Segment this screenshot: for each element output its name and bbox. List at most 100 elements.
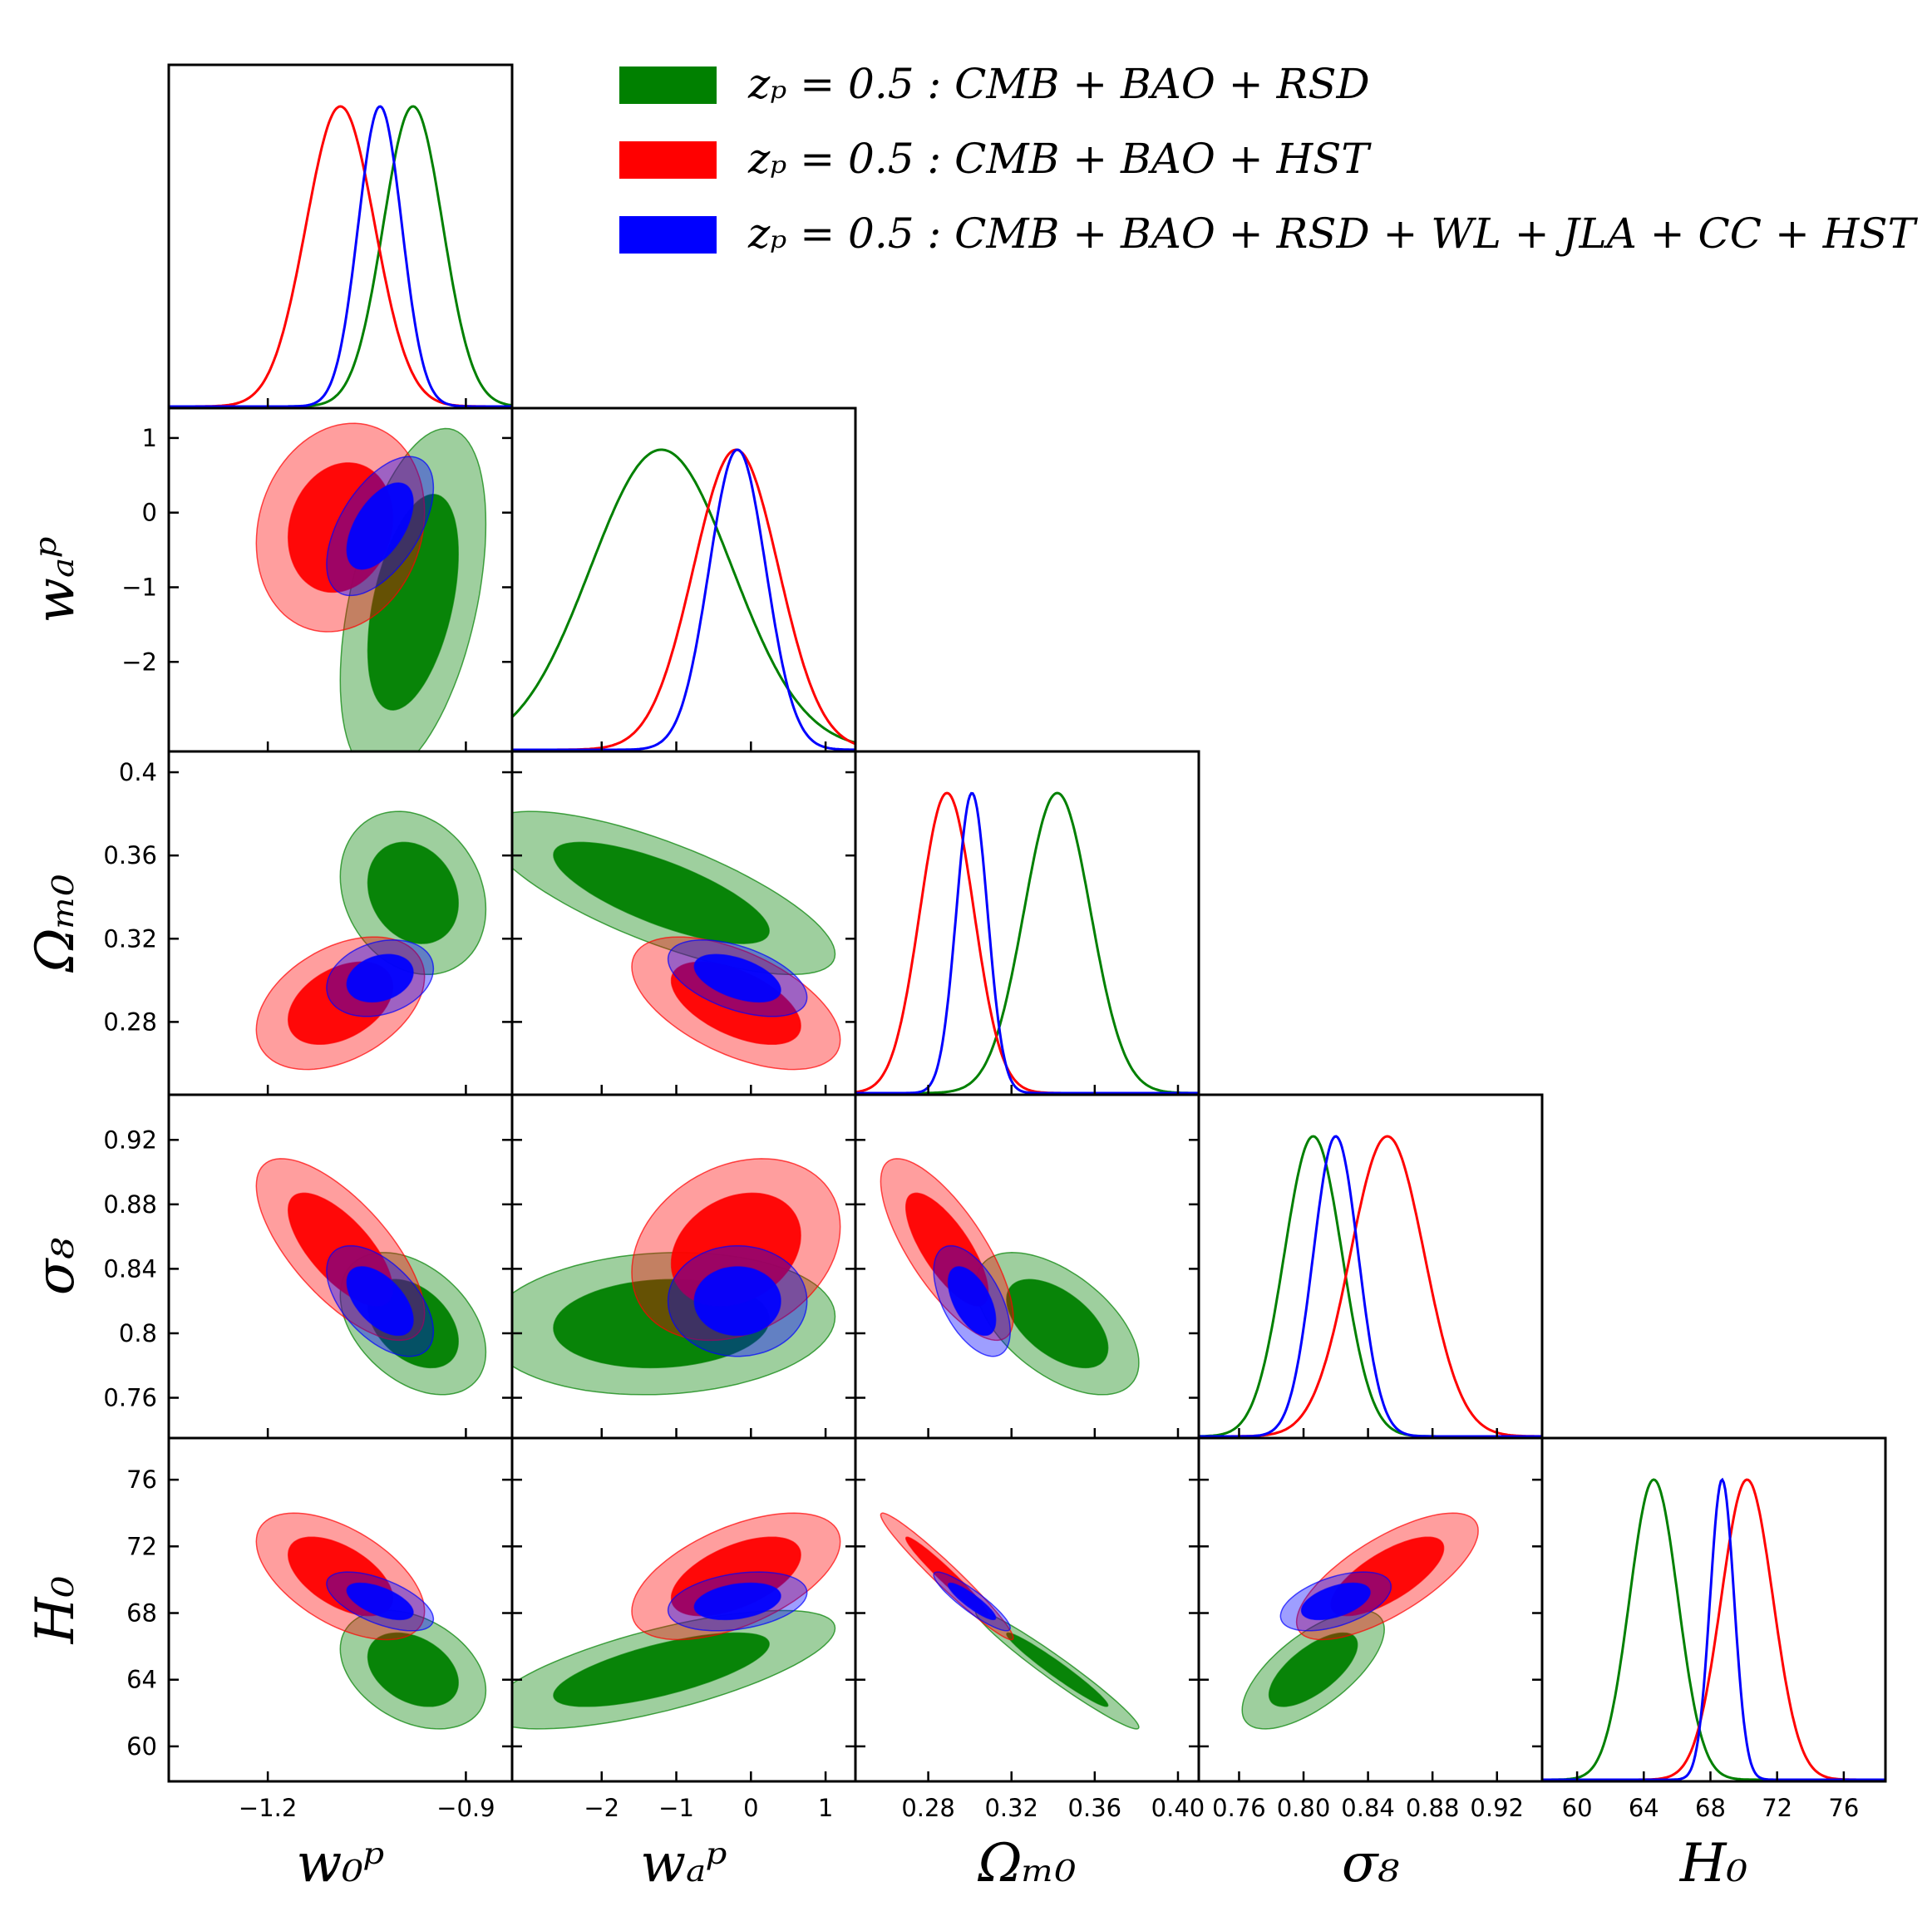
panel-frame xyxy=(167,63,514,410)
posterior-curve-cmb-bao-rsd-Om xyxy=(855,791,1199,1095)
y-axis-label-H0: H₀ xyxy=(25,1576,86,1644)
contour-68-all-combined-w0-s8 xyxy=(346,1266,414,1337)
x-tick-label: 0 xyxy=(743,1794,758,1822)
x-axis-label-H0: H₀ xyxy=(1679,1833,1747,1894)
x-axis-label-wa: wₐᵖ xyxy=(640,1833,727,1894)
y-tick-label: 76 xyxy=(126,1465,157,1494)
panel-w0-vs-wa xyxy=(167,406,514,753)
contour-68-all-combined-w0-H0 xyxy=(346,1582,414,1621)
contour-68-all-combined-wa-s8 xyxy=(693,1266,781,1337)
legend-swatch-red xyxy=(619,141,717,179)
x-tick-label: 68 xyxy=(1695,1794,1726,1822)
panel-frame xyxy=(854,750,1200,1096)
legend-swatch-blue xyxy=(619,216,717,254)
posterior-curve-cmb-bao-rsd-H0 xyxy=(1542,1478,1885,1781)
panel-w0-vs-s8 xyxy=(167,1093,514,1440)
y-tick-label: 0.32 xyxy=(103,924,157,953)
y-axis-label-s8: σ₈ xyxy=(25,1237,86,1295)
y-tick-label: 0.28 xyxy=(103,1007,157,1036)
panel-Om-vs-H0 xyxy=(854,1436,1200,1783)
posterior-curve-cmb-bao-hst-Om xyxy=(855,791,1199,1095)
panel-frame xyxy=(854,1436,1200,1783)
y-axis-label-Om: Ωₘ₀ xyxy=(25,874,86,973)
panel-H0-1d xyxy=(1540,1436,1887,1783)
panel-wa-1d xyxy=(510,406,857,753)
x-tick-label: 64 xyxy=(1629,1794,1659,1822)
x-tick-label: 0.84 xyxy=(1341,1794,1395,1822)
contour-68-cmb-bao-rsd-Om-H0 xyxy=(1006,1632,1109,1707)
y-tick-label: 0.92 xyxy=(103,1126,157,1154)
contour-68-cmb-bao-rsd-w0-H0 xyxy=(367,1632,459,1707)
y-tick-label: −2 xyxy=(121,648,157,676)
contour-68-cmb-bao-rsd-wa-H0 xyxy=(553,1632,770,1707)
x-axis-label-s8: σ₈ xyxy=(1342,1833,1400,1894)
posterior-curve-cmb-bao-hst-H0 xyxy=(1542,1478,1885,1781)
x-tick-label: 0.80 xyxy=(1277,1794,1331,1822)
legend-label: zₚ = 0.5 : CMB + BAO + HST xyxy=(747,135,1372,183)
posterior-curve-all-combined-w0 xyxy=(169,105,512,408)
x-tick-label: 72 xyxy=(1762,1794,1792,1822)
panel-Om-1d xyxy=(854,750,1200,1096)
contour-68-all-combined-w0-wa xyxy=(346,482,414,570)
x-tick-label: 0.36 xyxy=(1068,1794,1122,1822)
contour-68-all-combined-wa-Om xyxy=(693,953,781,1003)
y-tick-label: 0.76 xyxy=(103,1384,157,1412)
legend: zₚ = 0.5 : CMB + BAO + RSD zₚ = 0.5 : CMB… xyxy=(619,60,1919,258)
panel-wa-vs-s8 xyxy=(510,1093,857,1440)
panel-frame xyxy=(1540,1436,1887,1783)
y-tick-label: 0.8 xyxy=(119,1319,157,1347)
x-tick-label: 76 xyxy=(1828,1794,1859,1822)
x-tick-label: 0.88 xyxy=(1406,1794,1460,1822)
x-tick-label: 0.28 xyxy=(901,1794,955,1822)
panel-wa-vs-Om xyxy=(510,750,857,1096)
y-tick-label: 60 xyxy=(126,1732,157,1761)
contour-68-cmb-bao-rsd-Om-s8 xyxy=(1006,1278,1109,1369)
posterior-curve-all-combined-wa xyxy=(512,448,855,751)
contour-68-all-combined-wa-H0 xyxy=(693,1582,781,1621)
y-tick-label: 72 xyxy=(126,1532,157,1560)
panel-w0-1d xyxy=(167,63,514,410)
x-axis-label-Om: Ωₘ₀ xyxy=(978,1833,1077,1894)
y-tick-label: 0 xyxy=(142,499,157,527)
legend-swatch-green xyxy=(619,66,717,104)
panel-Om-vs-s8 xyxy=(854,1093,1200,1440)
y-tick-label: 68 xyxy=(126,1599,157,1628)
y-tick-label: 0.4 xyxy=(119,758,157,786)
posterior-curve-cmb-bao-rsd-s8 xyxy=(1199,1135,1542,1438)
y-tick-label: 0.88 xyxy=(103,1190,157,1219)
contour-68-cmb-bao-rsd-s8-H0 xyxy=(1268,1632,1358,1707)
posterior-curve-cmb-bao-hst-w0 xyxy=(169,105,512,408)
x-tick-label: 0.92 xyxy=(1470,1794,1524,1822)
posterior-curve-cmb-bao-rsd-w0 xyxy=(169,105,512,408)
x-tick-label: −0.9 xyxy=(436,1794,495,1822)
x-tick-label: 0.40 xyxy=(1151,1794,1205,1822)
y-tick-label: 64 xyxy=(126,1666,157,1694)
y-tick-label: −1 xyxy=(121,573,157,601)
legend-label: zₚ = 0.5 : CMB + BAO + RSD + WL + JLA + … xyxy=(747,209,1919,258)
x-axis-label-w0: w₀ᵖ xyxy=(296,1833,384,1894)
x-tick-label: 0.32 xyxy=(984,1794,1038,1822)
posterior-curve-cmb-bao-rsd-wa xyxy=(512,448,855,744)
posterior-curve-all-combined-Om xyxy=(855,791,1199,1095)
y-axis-label-wa: wₐᵖ xyxy=(25,536,86,623)
panel-frame xyxy=(1197,1093,1544,1440)
contour-68-all-combined-s8-H0 xyxy=(1300,1582,1371,1621)
x-tick-label: 0.76 xyxy=(1212,1794,1266,1822)
panel-wa-vs-H0 xyxy=(510,1436,857,1783)
x-tick-label: −1 xyxy=(658,1794,694,1822)
contour-68-all-combined-Om-s8 xyxy=(947,1266,997,1337)
x-tick-label: −1.2 xyxy=(239,1794,297,1822)
contour-68-all-combined-Om-H0 xyxy=(947,1582,997,1621)
x-tick-label: 1 xyxy=(818,1794,833,1822)
y-tick-label: 1 xyxy=(142,424,157,452)
panel-w0-vs-Om xyxy=(167,750,514,1096)
y-tick-label: 0.36 xyxy=(103,841,157,869)
panel-s8-vs-H0 xyxy=(1197,1436,1544,1783)
posterior-curve-all-combined-s8 xyxy=(1199,1135,1542,1438)
legend-label: zₚ = 0.5 : CMB + BAO + RSD xyxy=(747,60,1370,108)
x-tick-label: 60 xyxy=(1562,1794,1593,1822)
panel-s8-1d xyxy=(1197,1093,1544,1440)
posterior-curve-cmb-bao-hst-wa xyxy=(512,448,855,751)
contour-68-cmb-bao-rsd-w0-Om xyxy=(367,841,459,944)
